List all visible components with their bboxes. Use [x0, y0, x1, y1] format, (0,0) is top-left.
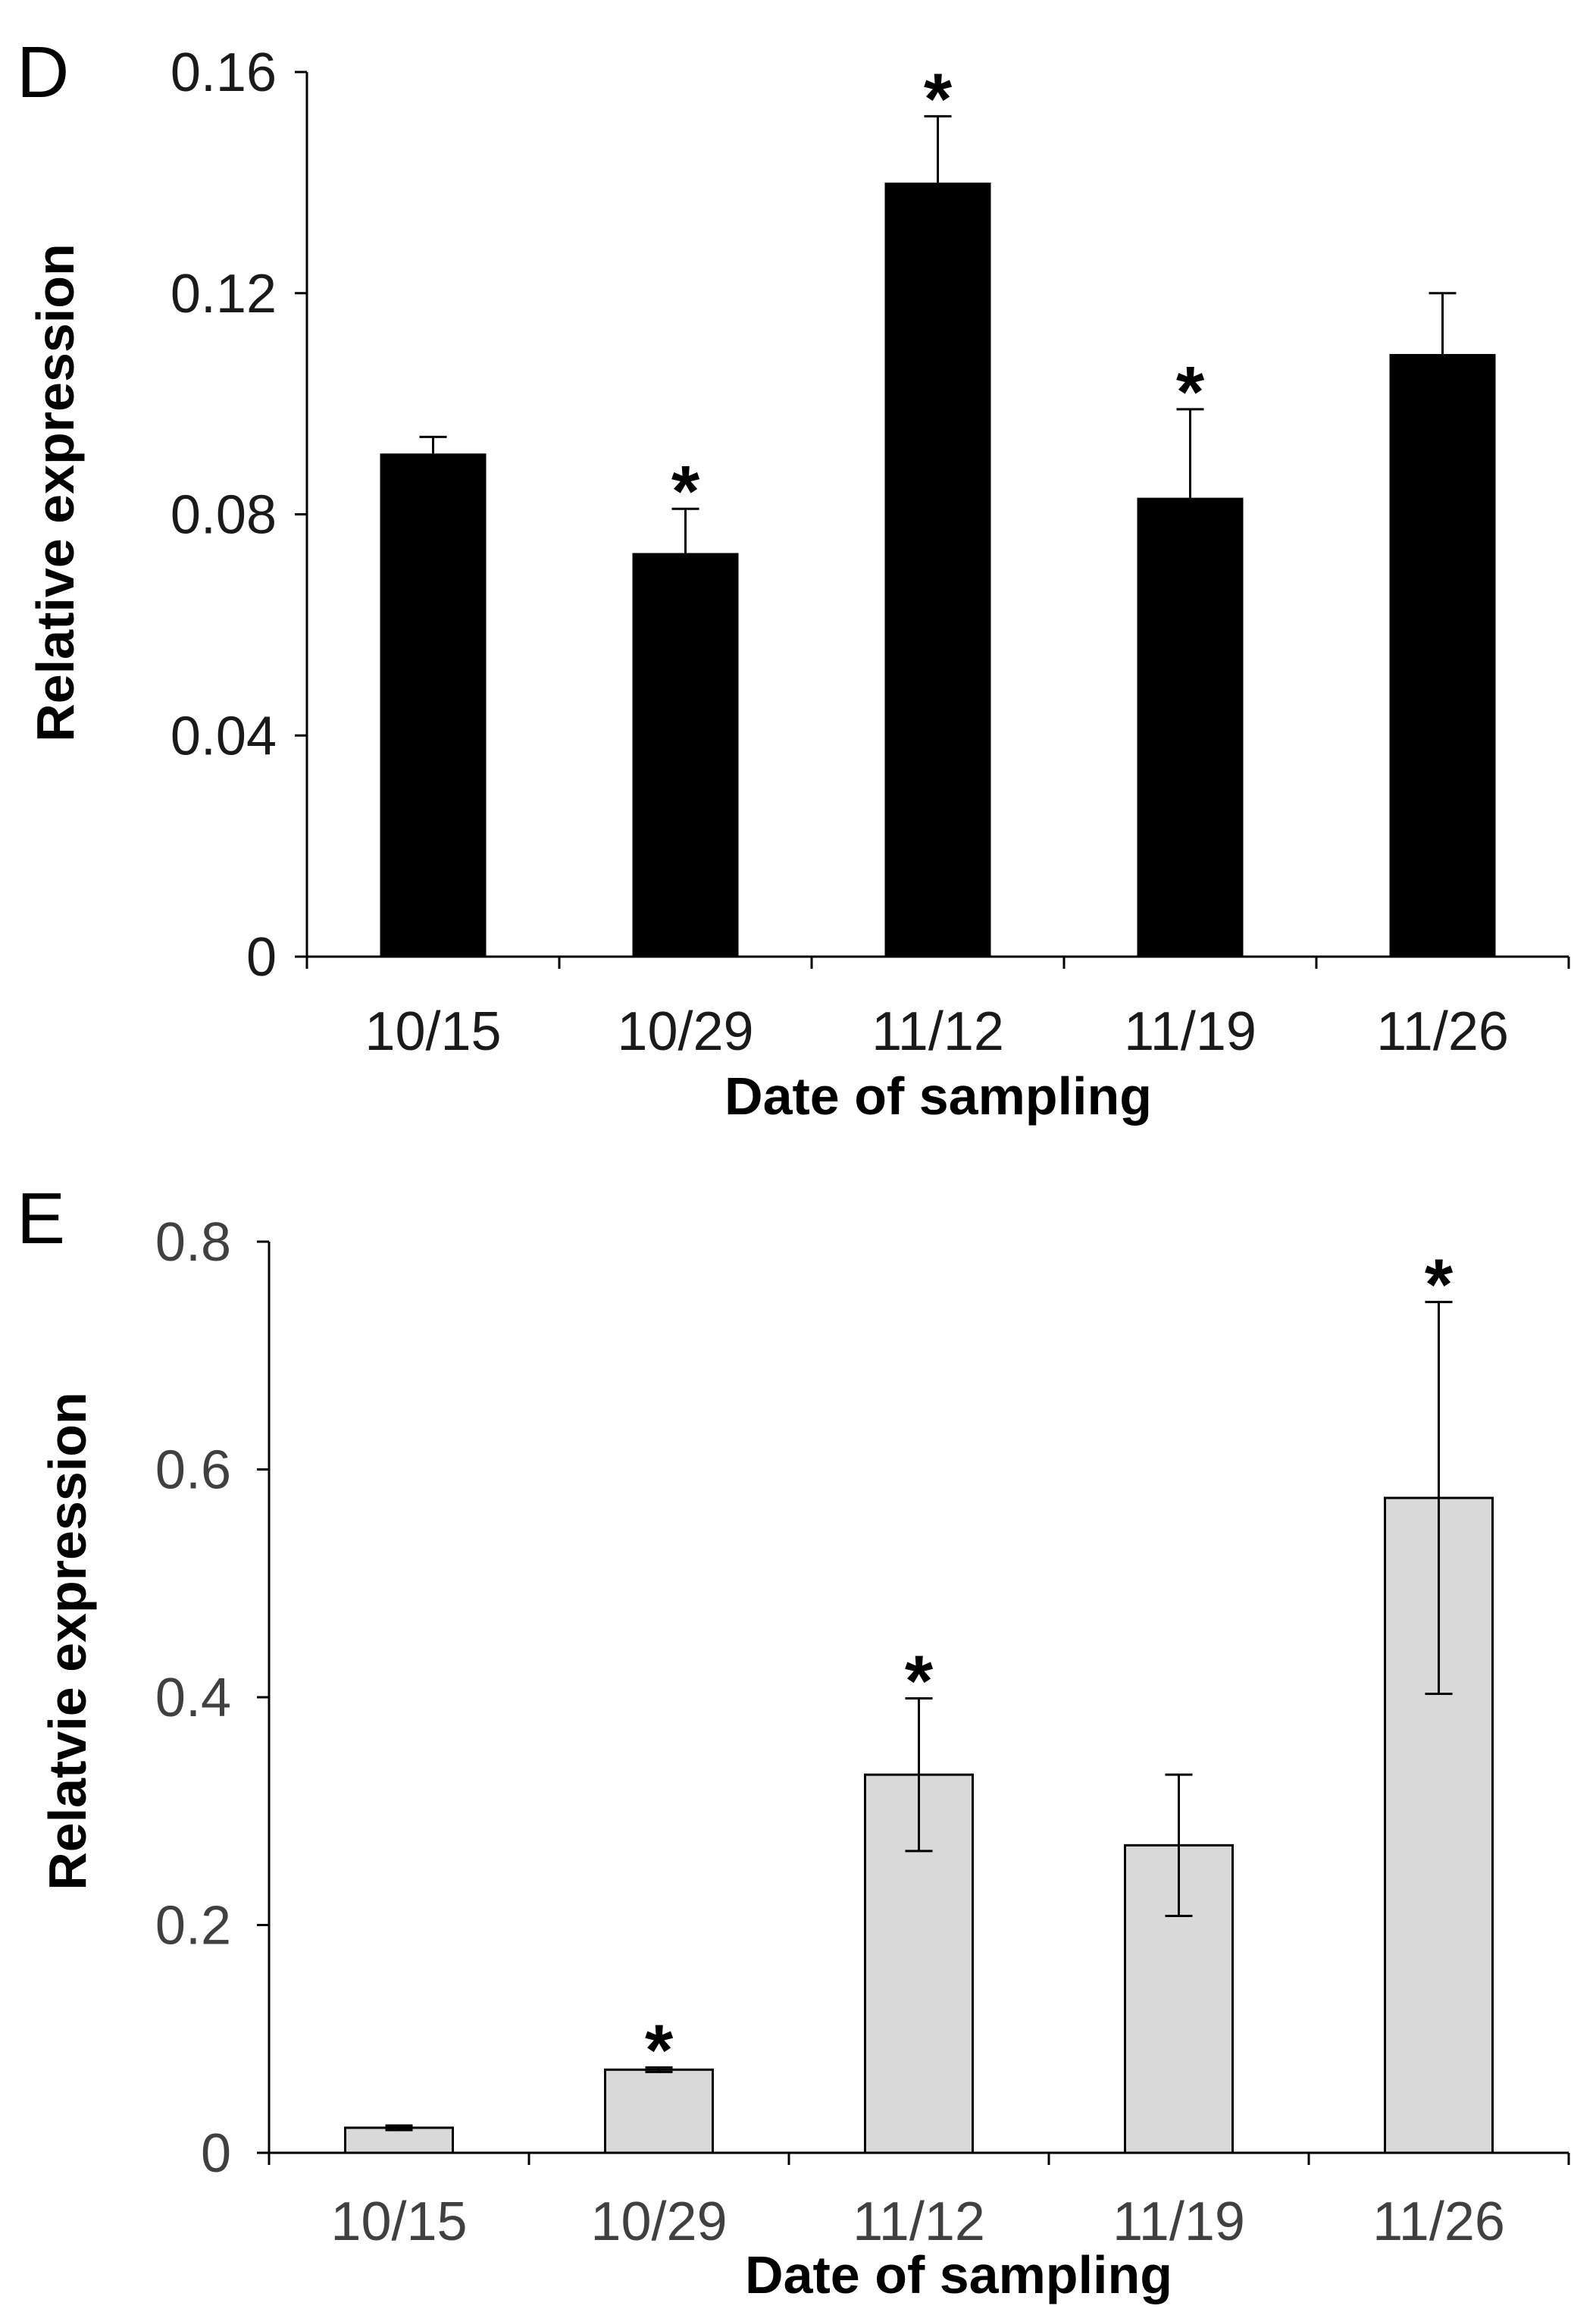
panel-d-x-tick-label: 11/12: [872, 1001, 1004, 1062]
panel-d-significance-marker: *: [924, 58, 953, 139]
panel-d-label: D: [17, 32, 69, 113]
panel-d-x-axis-title: Date of sampling: [724, 1067, 1152, 1126]
panel-d-bar: [884, 182, 991, 957]
panel-e-x-tick-label: 10/15: [330, 2191, 467, 2252]
panel-e-chart: E 0 0.2 0.4 0.6 0.8 10/15 10/29 * 11/12 * 11/19 11/…: [17, 1178, 1570, 2304]
panel-e-y-axis-title: Relatvie expression: [38, 1392, 97, 1891]
panel-e-x-tick-label: 11/26: [1372, 2191, 1505, 2252]
panel-d-y-tick-label: 0.08: [171, 485, 277, 546]
panel-e-x-tick-label: 10/29: [590, 2191, 727, 2252]
panel-d-x-tick-label: 10/15: [365, 1001, 501, 1062]
panel-d-bar: [1389, 353, 1496, 957]
panel-d-marks: 0 0.04 0.08 0.12 0.16 10/15 10/29 * 11/12 * 11/19 *…: [171, 42, 1570, 1062]
panel-d-significance-marker: *: [1176, 352, 1205, 433]
panel-e-y-tick-label: 0.4: [155, 1668, 231, 1728]
panel-e-y-tick-label: 0.8: [155, 1212, 231, 1273]
panel-d-y-tick-label: 0.04: [171, 706, 277, 766]
panel-d-chart: D 0 0.04 0.08 0.12 0.16 10/15 10/29 * 11/12 * 11/1…: [17, 32, 1570, 1126]
panel-d-y-tick-label: 0.12: [171, 264, 277, 324]
panel-d-bar: [632, 553, 739, 957]
panel-d-y-tick-label: 0: [246, 927, 277, 988]
panel-e-bar: [1384, 1496, 1494, 2154]
panel-d-x-tick-label: 11/19: [1124, 1001, 1256, 1062]
panel-d-y-axis-title: Relative expression: [26, 243, 85, 742]
panel-e-x-tick-label: 11/12: [853, 2191, 985, 2252]
panel-d-x-tick-label: 11/26: [1376, 1001, 1509, 1062]
panel-e-bar: [604, 2068, 714, 2154]
panel-e-x-axis-title: Date of sampling: [745, 2245, 1172, 2304]
panel-e-significance-marker: *: [905, 1641, 934, 1722]
panel-e-x-tick-label: 11/19: [1113, 2191, 1245, 2252]
panel-e-bar: [344, 2126, 454, 2154]
panel-d-bar: [380, 453, 487, 957]
panel-e-significance-marker: *: [645, 2010, 674, 2091]
panel-e-y-tick-label: 0: [201, 2123, 231, 2184]
panel-d-x-tick-label: 10/29: [617, 1001, 753, 1062]
panel-e-label: E: [17, 1178, 65, 1259]
panel-e-marks: 0 0.2 0.4 0.6 0.8 10/15 10/29 * 11/12 * 11/19 11/26…: [155, 1212, 1570, 2252]
panel-e-significance-marker: *: [1425, 1245, 1454, 1326]
panel-d-y-tick-label: 0.16: [171, 42, 277, 103]
panel-e-y-tick-label: 0.6: [155, 1440, 231, 1501]
panel-d-significance-marker: *: [671, 451, 700, 532]
panel-e-y-tick-label: 0.2: [155, 1896, 231, 1956]
panel-d-bar: [1137, 497, 1244, 957]
